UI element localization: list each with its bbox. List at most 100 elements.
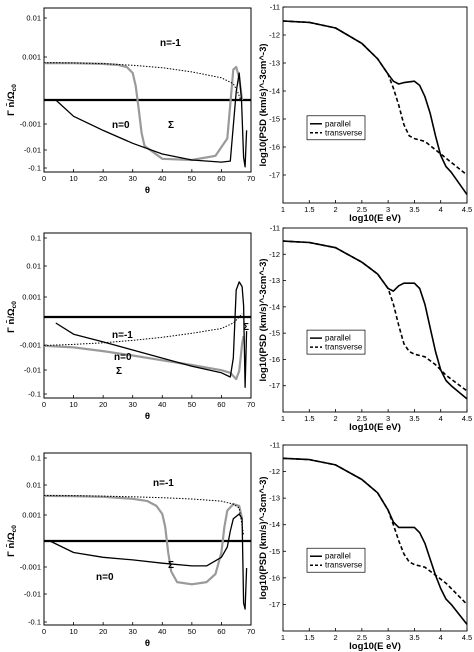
series-line-parallel <box>282 240 468 400</box>
y-tick-label: -13 <box>269 276 280 285</box>
y-tick-label: -16 <box>269 573 280 582</box>
x-tick-label: 3 <box>386 205 390 214</box>
x-tick-label: 60 <box>217 627 225 636</box>
series-line- <box>43 313 243 346</box>
x-tick-label: 1 <box>281 633 285 642</box>
series-annotation: n=-1 <box>160 38 181 49</box>
y-tick-label: -11 <box>270 441 280 450</box>
x-tick-label: 2 <box>333 414 337 423</box>
growth-panel-2: 0 10 20 30 40 50 60 70 0.1 0.01 0.001 -0.001 -0.01 -0… <box>6 232 255 422</box>
x-tick-label: 10 <box>69 174 77 183</box>
x-tick-label: 30 <box>129 627 137 636</box>
x-axis-label: log10(E eV) <box>349 213 401 224</box>
y-tick-label: -0.1 <box>28 164 41 173</box>
y-tick-label: -0.1 <box>28 618 41 627</box>
y-tick-label: -0.001 <box>20 120 41 129</box>
plot-frame <box>43 232 252 399</box>
y-tick-label: 0.01 <box>26 14 41 23</box>
y-axis-label: Γ n̄/Ωc0 <box>6 301 18 333</box>
legend-label: parallel <box>325 552 351 561</box>
x-tick-label: 0 <box>42 174 46 183</box>
x-tick-label: 2 <box>333 633 337 642</box>
y-tick-label: -15 <box>269 329 280 338</box>
x-tick-label: 2.5 <box>357 205 367 214</box>
series-annotation: n=0 <box>112 120 130 131</box>
series-annotation: Σ <box>243 322 249 333</box>
y-tick-label: 0.1 <box>31 454 41 463</box>
x-tick-label: 10 <box>69 627 77 636</box>
x-tick-label: 1 <box>281 205 285 214</box>
series-annotation: Σ <box>116 366 122 377</box>
plot-frame <box>282 444 468 632</box>
y-tick-label: -14 <box>269 87 280 96</box>
y-tick-label: -17 <box>269 381 280 390</box>
y-tick-label: -17 <box>269 600 280 609</box>
x-tick-label: 4 <box>439 414 443 423</box>
x-tick-label: 70 <box>247 400 255 409</box>
y-tick-label: -17 <box>269 171 280 180</box>
y-axis-label: Γ n̄/Ωc0 <box>6 525 18 557</box>
x-tick-label: 60 <box>217 400 225 409</box>
x-axis-label: log10(E eV) <box>349 422 401 433</box>
x-tick-label: 3.5 <box>409 414 419 423</box>
x-tick-label: 60 <box>217 174 225 183</box>
x-tick-label: 10 <box>69 400 77 409</box>
series-line-transverse <box>282 20 468 176</box>
x-tick-label: 30 <box>129 400 137 409</box>
series-line-transverse <box>282 457 468 605</box>
legend-box <box>306 547 366 573</box>
x-axis-label: θ <box>145 185 150 196</box>
x-tick-label: 40 <box>158 174 166 183</box>
x-axis-label: θ <box>145 638 150 649</box>
x-tick-label: 3.5 <box>409 205 419 214</box>
y-axis-label-subscript: c0 <box>11 525 18 533</box>
y-tick-label: -11 <box>270 224 280 233</box>
plot-frame <box>43 7 252 173</box>
y-tick-label: -12 <box>269 31 280 40</box>
x-axis-label: log10(E eV) <box>349 641 401 652</box>
y-tick-label: 0.001 <box>22 293 41 302</box>
y-axis-label-subscript: c0 <box>11 301 18 309</box>
series-line-transverse <box>282 240 468 392</box>
series-line-n1 <box>43 494 244 586</box>
y-axis-label-subscript: c0 <box>11 84 18 92</box>
plot-frame <box>282 6 468 204</box>
y-tick-label: -0.1 <box>28 390 41 399</box>
y-tick-label: -0.01 <box>24 366 41 375</box>
x-tick-label: 1.5 <box>304 205 314 214</box>
x-tick-label: 70 <box>247 627 255 636</box>
y-tick-label: 0.1 <box>31 234 41 243</box>
series-line-n0 <box>55 72 248 168</box>
legend-label: parallel <box>325 119 351 128</box>
y-axis-label: log10(PSD (km/s)^-3cm^-3) <box>258 43 269 166</box>
series-line-n1 <box>43 335 245 381</box>
series-line-n0 <box>55 281 248 388</box>
y-tick-label: -13 <box>269 494 280 503</box>
y-tick-label: -15 <box>269 547 280 556</box>
x-axis-label: θ <box>145 411 150 422</box>
series-line- <box>43 495 245 536</box>
legend-label: transverse <box>325 561 363 570</box>
y-tick-label: 0.01 <box>26 262 41 271</box>
x-tick-label: 1 <box>281 414 285 423</box>
x-tick-label: 4 <box>439 205 443 214</box>
x-tick-label: 3.5 <box>409 633 419 642</box>
y-tick-label: -16 <box>269 355 280 364</box>
x-tick-label: 2 <box>333 205 337 214</box>
series-annotation: n=0 <box>114 352 132 363</box>
y-tick-label: -15 <box>269 115 280 124</box>
series-line-n1 <box>43 62 244 162</box>
legend-label: parallel <box>325 334 351 343</box>
psd-panel-3: 1 1.5 2 2.5 3 3.5 4 4.5-11-12-13-14-15-16-17log… <box>258 441 472 652</box>
legend-box <box>306 115 366 141</box>
growth-panel-3: 0 10 20 30 40 50 60 70 0.1 0.01 0.001 -0.001 -0.01 -0… <box>6 452 255 649</box>
x-tick-label: 50 <box>188 627 196 636</box>
y-tick-label: -12 <box>269 250 280 259</box>
y-tick-label: -11 <box>270 3 280 12</box>
x-tick-label: 4 <box>439 633 443 642</box>
x-tick-label: 50 <box>188 400 196 409</box>
x-tick-label: 3 <box>386 414 390 423</box>
series-annotation: Σ <box>168 560 174 571</box>
plot-frame <box>282 227 468 413</box>
y-tick-label: -0.001 <box>20 341 41 350</box>
